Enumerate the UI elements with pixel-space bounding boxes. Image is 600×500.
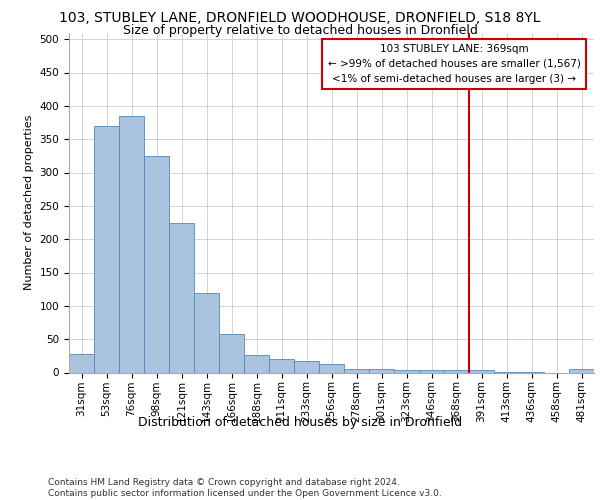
Bar: [169, 222, 194, 372]
Text: 103, STUBLEY LANE, DRONFIELD WOODHOUSE, DRONFIELD, S18 8YL: 103, STUBLEY LANE, DRONFIELD WOODHOUSE, …: [59, 10, 541, 24]
Bar: [294, 360, 319, 372]
Text: Distribution of detached houses by size in Dronfield: Distribution of detached houses by size …: [138, 416, 462, 429]
Bar: [394, 370, 419, 372]
Bar: [219, 334, 244, 372]
Bar: [319, 364, 344, 372]
Bar: [69, 354, 94, 372]
Text: Size of property relative to detached houses in Dronfield: Size of property relative to detached ho…: [122, 24, 478, 37]
Bar: [244, 354, 269, 372]
Bar: [369, 369, 394, 372]
Text: Contains HM Land Registry data © Crown copyright and database right 2024.
Contai: Contains HM Land Registry data © Crown c…: [48, 478, 442, 498]
Bar: [269, 359, 294, 372]
Bar: [94, 126, 119, 372]
Y-axis label: Number of detached properties: Number of detached properties: [24, 115, 34, 290]
Bar: [419, 370, 444, 372]
Text: 103 STUBLEY LANE: 369sqm
← >99% of detached houses are smaller (1,567)
<1% of se: 103 STUBLEY LANE: 369sqm ← >99% of detac…: [328, 44, 580, 84]
Bar: [469, 370, 494, 372]
Bar: [569, 369, 594, 372]
Bar: [119, 116, 144, 372]
Bar: [444, 370, 469, 372]
Bar: [194, 292, 219, 372]
Bar: [344, 368, 369, 372]
Bar: [144, 156, 169, 372]
